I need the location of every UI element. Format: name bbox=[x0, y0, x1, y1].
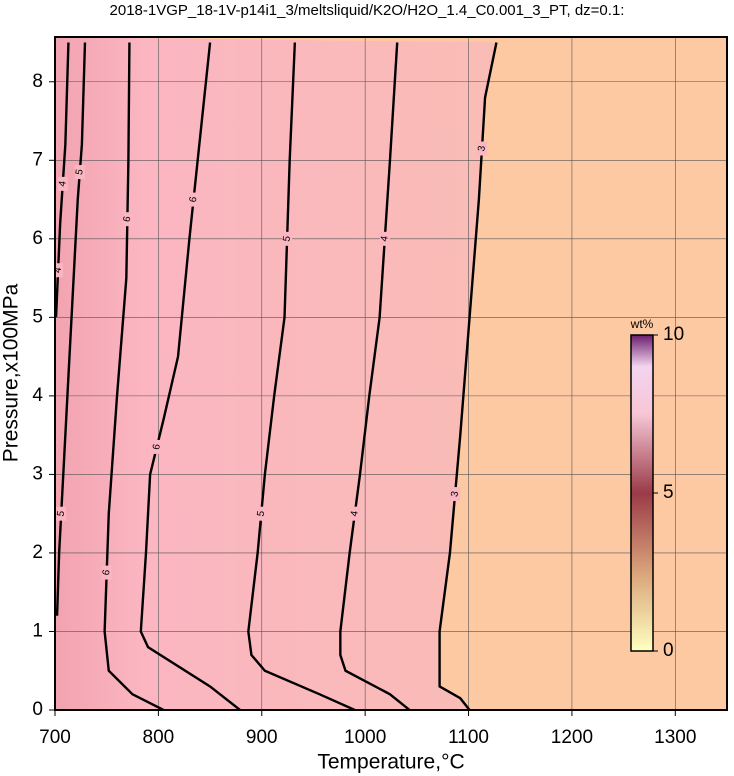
plot-frame bbox=[54, 36, 728, 711]
y-tick-label: 0 bbox=[32, 699, 43, 720]
contour-label-group: 5 bbox=[74, 165, 86, 180]
contour-label-bg bbox=[379, 231, 390, 246]
contour-label-group: 5 bbox=[281, 231, 293, 246]
contour-label-group: 3 bbox=[449, 487, 461, 502]
x-tick-label: 700 bbox=[39, 727, 71, 748]
contour-label-bg bbox=[74, 165, 85, 180]
contour-line bbox=[55, 42, 87, 616]
y-tick-label: 2 bbox=[32, 542, 43, 563]
x-tick-label: 800 bbox=[143, 727, 175, 748]
colorbar-label: wt% bbox=[630, 317, 654, 331]
contour-label-group: 6 bbox=[101, 565, 113, 580]
contour-label-group: 6 bbox=[151, 439, 163, 454]
contour-label-bg bbox=[349, 506, 360, 521]
contour-label-bg bbox=[56, 506, 67, 521]
contour-label-bg bbox=[151, 439, 162, 454]
contour-label-bg bbox=[282, 231, 293, 246]
contour-label-group: 4 bbox=[57, 176, 69, 191]
contour-line bbox=[247, 42, 356, 710]
contour-label-bg bbox=[55, 263, 64, 278]
chart-title: 2018-1VGP_18-1V-p14i1_3/meltsliquid/K2O/… bbox=[110, 2, 625, 19]
y-tick-label: 3 bbox=[32, 463, 43, 484]
contour-label: 3 bbox=[449, 490, 461, 498]
contour-label: 4 bbox=[57, 180, 69, 188]
contour-label-bg bbox=[101, 565, 112, 580]
contour-label-bg bbox=[450, 487, 461, 502]
y-tick-label: 7 bbox=[32, 149, 43, 170]
contour-label: 6 bbox=[188, 195, 200, 203]
contour-label: 4 bbox=[379, 235, 391, 243]
axes: 700 800 900 1000 1100 1200 1300012345678wt%051… bbox=[32, 36, 728, 748]
x-tick-label: 1100 bbox=[448, 727, 489, 748]
x-tick-label: 1200 bbox=[551, 727, 593, 748]
y-tick-label: 6 bbox=[32, 228, 43, 249]
y-axis-label: Pressure,x100MPa bbox=[0, 283, 23, 462]
contour-label: 6 bbox=[101, 568, 113, 576]
contour-label: 6 bbox=[122, 215, 134, 223]
contour-label-group: 4 bbox=[52, 263, 64, 278]
contour-label: 4 bbox=[52, 266, 64, 274]
contour-label: 3 bbox=[476, 144, 488, 152]
y-tick-label: 4 bbox=[32, 385, 43, 406]
contour-label-bg bbox=[122, 212, 133, 227]
x-tick-label: 1300 bbox=[654, 727, 696, 748]
contour-label-group: 5 bbox=[255, 506, 267, 521]
contour-label-group: 6 bbox=[122, 212, 134, 227]
melt-field bbox=[55, 37, 497, 710]
contour-label: 6 bbox=[151, 443, 163, 451]
colorbar-tick-label: 10 bbox=[663, 324, 684, 345]
contour-label: 5 bbox=[281, 235, 293, 243]
y-tick-label: 5 bbox=[32, 306, 43, 327]
contour-label: 5 bbox=[255, 510, 267, 518]
contour-line bbox=[103, 42, 165, 710]
contour-label-group: 6 bbox=[188, 192, 200, 207]
contour-label-bg bbox=[256, 506, 267, 521]
contour-label-group: 5 bbox=[55, 506, 67, 521]
contour-line bbox=[339, 42, 411, 710]
x-tick-label: 900 bbox=[246, 727, 278, 748]
contour-label-bg bbox=[188, 192, 199, 207]
contour-label-bg bbox=[476, 141, 487, 156]
contour-label: 5 bbox=[55, 510, 67, 518]
y-tick-label: 1 bbox=[32, 620, 43, 641]
contour-label: 4 bbox=[349, 510, 361, 518]
contour-label-bg bbox=[57, 176, 68, 191]
contour-line bbox=[139, 42, 241, 710]
contour-label-group: 4 bbox=[349, 506, 361, 521]
x-axis-label: Temperature,°C bbox=[317, 751, 464, 774]
contour-label-group: 3 bbox=[476, 141, 488, 156]
colorbar bbox=[630, 334, 654, 652]
contour-label: 5 bbox=[74, 168, 86, 176]
colorbar-tick-label: 0 bbox=[663, 640, 674, 661]
colorbar-tick-label: 5 bbox=[663, 482, 674, 503]
x-tick-label: 1000 bbox=[344, 727, 386, 748]
contour-label-group: 4 bbox=[379, 231, 391, 246]
y-tick-label: 8 bbox=[32, 71, 43, 92]
